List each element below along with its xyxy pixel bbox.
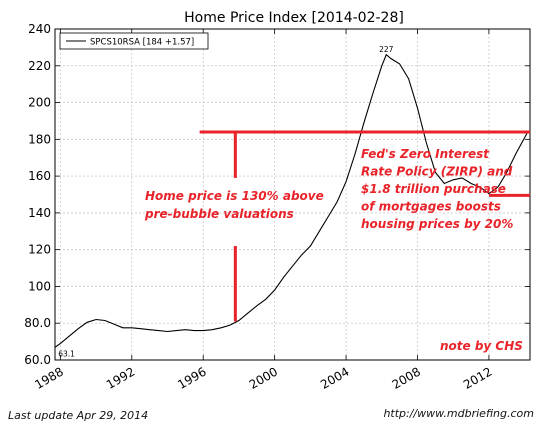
annotation-note-line: Home price is 130% above xyxy=(145,189,324,203)
legend-label: SPCS10RSA [184 +1.57] xyxy=(90,38,194,48)
last-update-text: Last update Apr 29, 2014 xyxy=(8,409,149,422)
y-tick-label: 60.0 xyxy=(24,353,51,367)
x-tick-label: 2000 xyxy=(247,365,280,392)
y-tick-label: 80.0 xyxy=(24,316,51,330)
chart-title: Home Price Index [2014-02-28] xyxy=(184,10,404,26)
y-tick-label: 120 xyxy=(28,243,51,257)
annotation-note-line: pre-bubble valuations xyxy=(144,207,294,221)
value-annotation: 63.1 xyxy=(58,349,75,358)
x-tick-label: 2004 xyxy=(318,365,351,392)
annotation-overlay xyxy=(199,130,530,322)
plot-area xyxy=(55,29,530,360)
y-tick-label: 100 xyxy=(28,279,51,293)
y-tick-label: 200 xyxy=(28,96,51,110)
x-tick-label: 2008 xyxy=(390,365,423,392)
annotation-note-line: note by CHS xyxy=(440,339,523,353)
annotation-note-line: Rate Policy (ZIRP) and xyxy=(361,165,513,179)
value-annotation: 227 xyxy=(379,45,394,54)
series-line xyxy=(55,53,529,348)
series-layer xyxy=(55,53,529,348)
x-tick-label: 1996 xyxy=(175,365,208,392)
y-tick-label: 240 xyxy=(28,22,51,36)
annotation-note-line: of mortgages boosts xyxy=(361,200,501,214)
annotation-notes: Home price is 130% above pre-bubble valua… xyxy=(144,147,523,353)
annotation-note-line: $1.8 trillion purchase xyxy=(361,182,506,196)
x-tick-label: 1992 xyxy=(104,365,137,392)
y-tick-label: 180 xyxy=(28,132,51,146)
annotation-note-line: Fed's Zero Interest xyxy=(361,147,490,161)
annotation-note-line: housing prices by 20% xyxy=(361,217,513,231)
legend-box xyxy=(59,32,209,50)
y-tick-label: 160 xyxy=(28,169,51,183)
legend: SPCS10RSA [184 +1.57] xyxy=(59,32,209,50)
y-tick-label: 140 xyxy=(28,206,51,220)
source-url: http://www.mdbriefing.com xyxy=(383,407,534,420)
y-tick-label: 220 xyxy=(28,59,51,73)
x-tick-label: 1988 xyxy=(32,365,65,392)
x-tick-label: 2012 xyxy=(461,365,494,392)
